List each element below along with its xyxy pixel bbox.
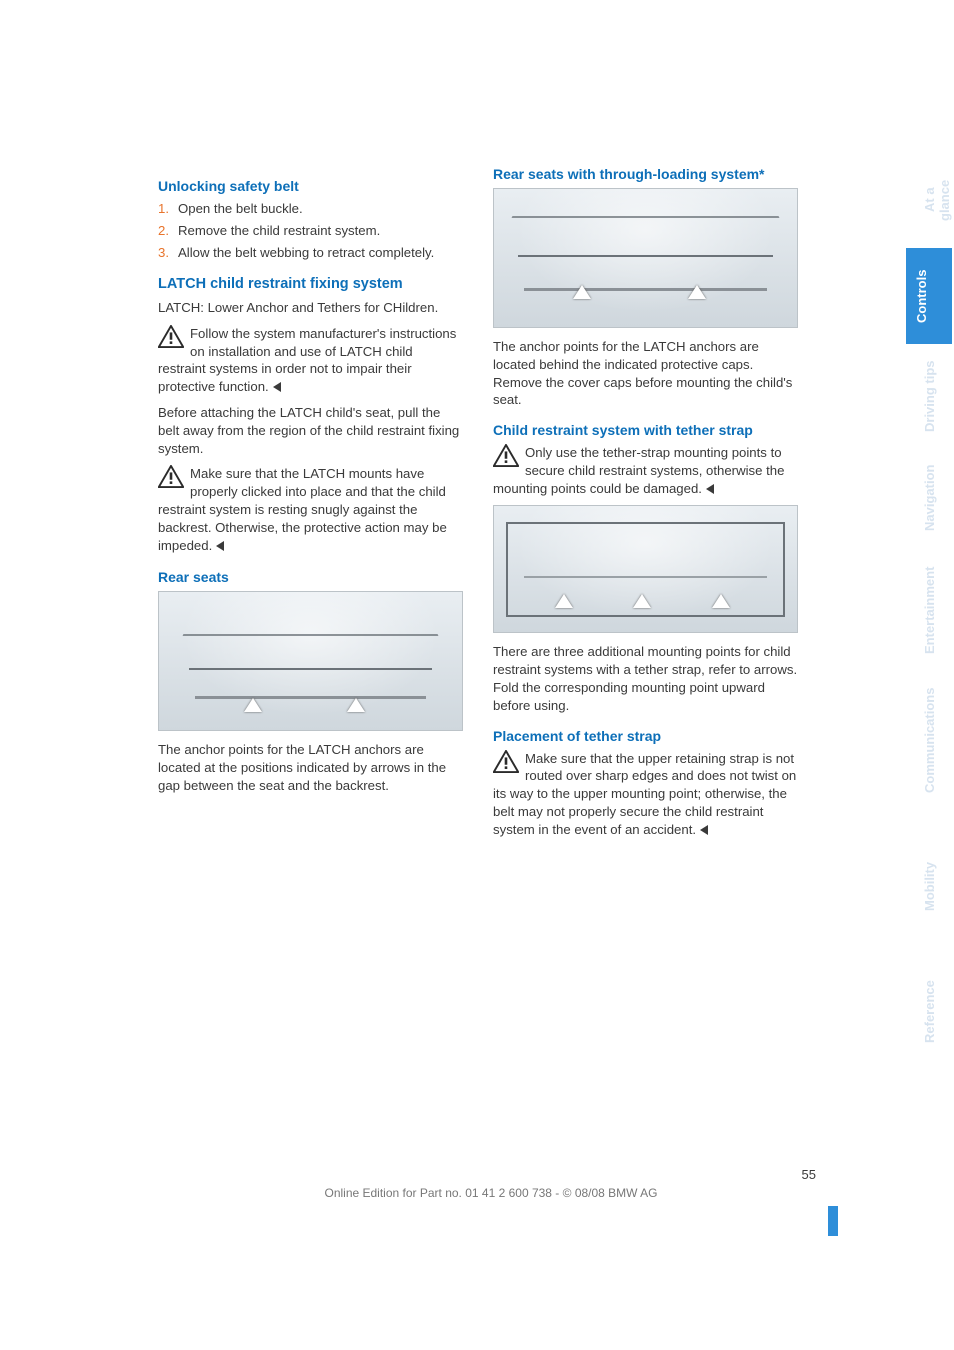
warning-block: Follow the system manufacturer's instruc… xyxy=(158,325,463,396)
list-item: 1.Open the belt buckle. xyxy=(158,200,463,218)
step-text: Allow the belt webbing to retract comple… xyxy=(178,245,434,260)
heading-tether: Child restraint system with tether strap xyxy=(493,421,798,440)
tab-communications[interactable]: Communications xyxy=(914,672,954,808)
footer-bar xyxy=(828,1206,838,1236)
tab-navigation[interactable]: Navigation xyxy=(914,448,954,548)
heading-placement: Placement of tether strap xyxy=(493,727,798,746)
figure-rear-seats xyxy=(158,591,463,731)
tab-controls[interactable]: Controls xyxy=(906,248,954,344)
three-points-text: There are three additional mounting poin… xyxy=(493,643,798,714)
warning-text: Follow the system manufacturer's instruc… xyxy=(158,326,456,394)
latch-definition: LATCH: Lower Anchor and Tethers for CHil… xyxy=(158,299,463,317)
page-footer: 55 Online Edition for Part no. 01 41 2 6… xyxy=(158,1167,824,1200)
content-area: Unlocking safety belt 1.Open the belt bu… xyxy=(0,0,864,1350)
tab-reference[interactable]: Reference xyxy=(914,964,954,1060)
step-number: 3. xyxy=(158,244,178,262)
side-tabs: At a glance Controls Driving tips Naviga… xyxy=(864,0,954,1350)
footer-line: Online Edition for Part no. 01 41 2 600 … xyxy=(158,1186,824,1200)
warning-icon xyxy=(493,444,519,467)
unlock-steps: 1.Open the belt buckle. 2.Remove the chi… xyxy=(158,200,463,261)
warning-icon xyxy=(493,750,519,773)
tab-entertainment[interactable]: Entertainment xyxy=(914,548,954,672)
warning-block: Only use the tether-strap mounting point… xyxy=(493,444,798,497)
anchor-points-text: The anchor points for the LATCH anchors … xyxy=(493,338,798,409)
step-number: 1. xyxy=(158,200,178,218)
tab-driving-tips[interactable]: Driving tips xyxy=(914,344,954,448)
warning-block: Make sure that the upper retaining strap… xyxy=(493,750,798,839)
list-item: 3.Allow the belt webbing to retract comp… xyxy=(158,244,463,262)
page-number: 55 xyxy=(158,1167,824,1182)
warning-text: Only use the tether-strap mounting point… xyxy=(493,445,784,496)
step-number: 2. xyxy=(158,222,178,240)
page-container: Unlocking safety belt 1.Open the belt bu… xyxy=(0,0,954,1350)
warning-text: Make sure that the upper retaining strap… xyxy=(493,751,796,837)
warning-block: Make sure that the LATCH mounts have pro… xyxy=(158,465,463,554)
before-attaching-text: Before attaching the LATCH child's seat,… xyxy=(158,404,463,457)
heading-unlocking: Unlocking safety belt xyxy=(158,177,463,196)
warning-text: Make sure that the LATCH mounts have pro… xyxy=(158,466,447,552)
heading-through-loading: Rear seats with through-loading system* xyxy=(493,165,798,184)
step-text: Remove the child restraint system. xyxy=(178,223,380,238)
tab-mobility[interactable]: Mobility xyxy=(914,808,954,964)
list-item: 2.Remove the child restraint system. xyxy=(158,222,463,240)
tab-at-a-glance[interactable]: At a glance xyxy=(914,152,954,248)
figure-through-loading xyxy=(493,188,798,328)
heading-latch: LATCH child restraint fixing system xyxy=(158,275,463,295)
figure-tether-points xyxy=(493,505,798,633)
heading-rear-seats: Rear seats xyxy=(158,568,463,587)
warning-icon xyxy=(158,465,184,488)
anchor-points-text: The anchor points for the LATCH anchors … xyxy=(158,741,463,794)
step-text: Open the belt buckle. xyxy=(178,201,303,216)
warning-icon xyxy=(158,325,184,348)
